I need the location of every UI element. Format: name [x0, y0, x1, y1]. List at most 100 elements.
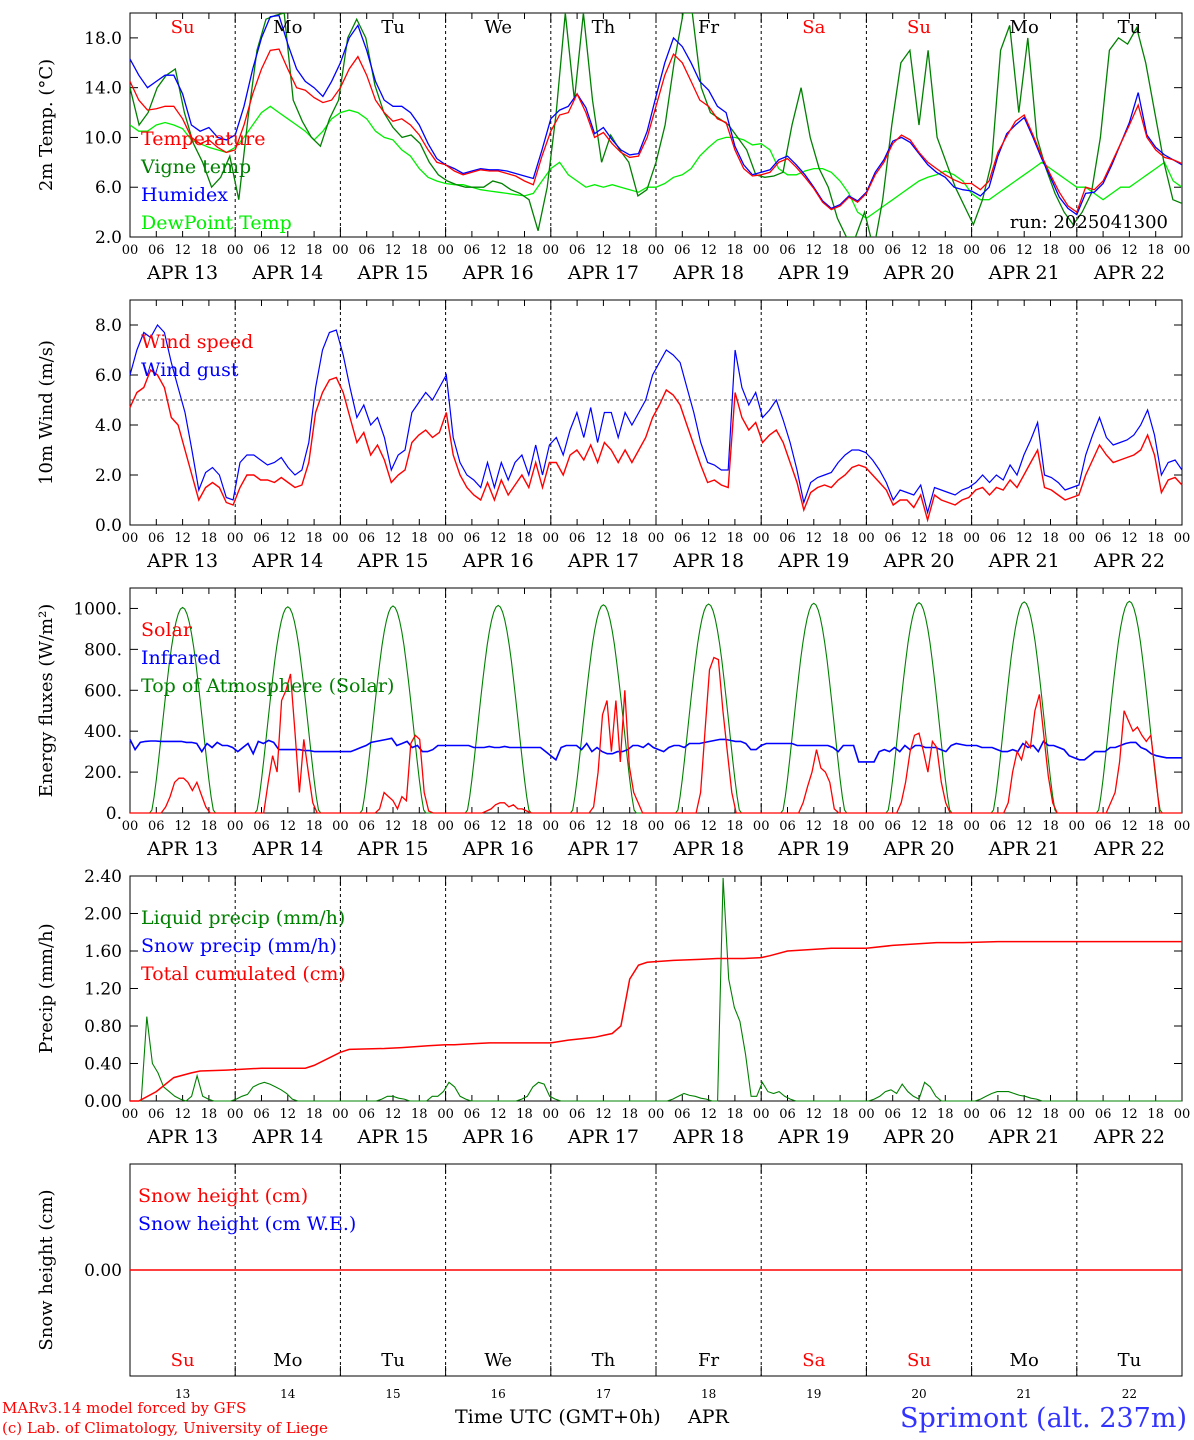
- date-label: APR 21: [988, 262, 1060, 284]
- hour-tick-label: 00: [1174, 243, 1191, 258]
- y-tick-label: 2.00: [84, 905, 122, 925]
- wind-gust-line: [129, 323, 1183, 515]
- date-label: APR 15: [356, 550, 428, 572]
- day-name-label: Sa: [802, 1350, 825, 1371]
- y-axis-label: 2m Temp. (°C): [36, 59, 57, 191]
- wind-panel: 00 06 12 18 APR 13 00 06 12 18 APR 14 00 06 12 18 APR …: [36, 299, 1191, 572]
- day-name-label: Fr: [698, 1350, 719, 1371]
- legend-entry: Snow height (cm W.E.): [138, 1213, 356, 1235]
- hour-tick-label: 00: [648, 243, 665, 258]
- hour-tick-label: 00: [543, 819, 560, 834]
- hour-tick-label: 00: [753, 819, 770, 834]
- hour-tick-label: 00: [543, 531, 560, 546]
- y-tick-label: 800.: [84, 640, 122, 660]
- hour-tick-label: 00: [227, 531, 244, 546]
- hour-tick-label: 12: [280, 1107, 297, 1122]
- hour-tick-label: 06: [779, 531, 796, 546]
- hour-tick-label: 06: [148, 819, 165, 834]
- hour-tick-label: 06: [253, 531, 270, 546]
- hour-tick-label: 12: [174, 819, 191, 834]
- hour-tick-label: 12: [911, 819, 928, 834]
- hour-tick-label: 18: [306, 819, 323, 834]
- y-tick-label: 0.80: [84, 1017, 122, 1037]
- hour-tick-label: 00: [122, 819, 139, 834]
- y-tick-label: 1000.: [73, 599, 122, 619]
- hour-tick-label: 12: [806, 819, 823, 834]
- date-label: APR 17: [567, 550, 639, 572]
- hour-tick-label: 06: [779, 1107, 796, 1122]
- legend-entry: Temperature: [141, 128, 265, 150]
- y-tick-label: 0.0: [95, 516, 122, 536]
- hour-tick-label: 12: [1016, 819, 1033, 834]
- hour-tick-label: 06: [884, 531, 901, 546]
- hour-tick-label: 12: [174, 243, 191, 258]
- hour-tick-label: 18: [621, 819, 638, 834]
- day-name-label: Su: [171, 1350, 195, 1371]
- y-tick-label: 0.00: [84, 1092, 122, 1112]
- date-label: APR 18: [672, 1126, 744, 1148]
- hour-tick-label: 18: [306, 1107, 323, 1122]
- hour-tick-label: 00: [332, 819, 349, 834]
- day-number-label: 13: [175, 1387, 190, 1401]
- hour-tick-label: 12: [1016, 531, 1033, 546]
- hour-tick-label: 12: [595, 531, 612, 546]
- date-label: APR 21: [988, 550, 1060, 572]
- hour-tick-label: 06: [358, 819, 375, 834]
- hour-tick-label: 00: [227, 1107, 244, 1122]
- hour-tick-label: 18: [937, 1107, 954, 1122]
- date-label: APR 19: [777, 838, 849, 860]
- day-name-label: Sa: [802, 17, 825, 38]
- hour-tick-label: 18: [832, 243, 849, 258]
- hour-tick-label: 06: [1095, 243, 1112, 258]
- hour-tick-label: 12: [700, 1107, 717, 1122]
- hour-tick-label: 00: [1069, 819, 1086, 834]
- hour-tick-label: 00: [753, 243, 770, 258]
- hour-tick-label: 18: [516, 819, 533, 834]
- hour-tick-label: 12: [280, 243, 297, 258]
- wind-speed-line: [129, 368, 1183, 523]
- day-name-label: Tu: [1118, 17, 1142, 38]
- hour-tick-label: 18: [1042, 819, 1059, 834]
- hour-tick-label: 18: [411, 819, 428, 834]
- hour-tick-label: 18: [201, 531, 218, 546]
- hour-tick-label: 18: [201, 819, 218, 834]
- hour-tick-label: 06: [464, 531, 481, 546]
- hour-tick-label: 12: [595, 819, 612, 834]
- snow-panel: 0.00 Snow height (cm) Snow height (cm) Snow…: [36, 1163, 1183, 1401]
- hour-tick-label: 18: [621, 1107, 638, 1122]
- hour-tick-label: 12: [1016, 1107, 1033, 1122]
- date-label: APR 14: [251, 838, 323, 860]
- energy-panel: 00 06 12 18 APR 13 00 06 12 18 APR 14 00 06 12 18 APR …: [36, 587, 1190, 860]
- hour-tick-label: 00: [963, 243, 980, 258]
- date-label: APR 17: [567, 262, 639, 284]
- dewpoint-line: [130, 105, 1182, 220]
- hour-tick-label: 18: [621, 531, 638, 546]
- y-tick-label: 8.0: [95, 316, 122, 336]
- day-number-label: 16: [491, 1387, 506, 1401]
- hour-tick-label: 06: [990, 243, 1007, 258]
- date-label: APR 15: [356, 838, 428, 860]
- y-tick-label: 6.0: [95, 178, 122, 198]
- hour-tick-label: 06: [990, 531, 1007, 546]
- y-tick-label: 200.: [84, 763, 122, 783]
- hour-tick-label: 18: [832, 531, 849, 546]
- day-number-label: 15: [385, 1387, 400, 1401]
- hour-tick-label: 06: [884, 819, 901, 834]
- hour-tick-label: 18: [727, 1107, 744, 1122]
- hour-tick-label: 06: [569, 243, 586, 258]
- hour-tick-label: 12: [385, 243, 402, 258]
- hour-tick-label: 00: [858, 243, 875, 258]
- hour-tick-label: 18: [1147, 243, 1164, 258]
- hour-tick-label: 12: [490, 531, 507, 546]
- hour-tick-label: 06: [1095, 819, 1112, 834]
- hour-tick-label: 00: [543, 243, 560, 258]
- liquid-precip-line: [130, 877, 1182, 1102]
- day-name-label: We: [484, 1350, 512, 1371]
- hour-tick-label: 06: [569, 819, 586, 834]
- day-number-label: 19: [806, 1387, 821, 1401]
- temperature-lines: [130, 13, 1182, 237]
- hour-tick-label: 00: [1174, 531, 1191, 546]
- day-name-label: Su: [907, 17, 931, 38]
- date-label: APR 20: [882, 838, 954, 860]
